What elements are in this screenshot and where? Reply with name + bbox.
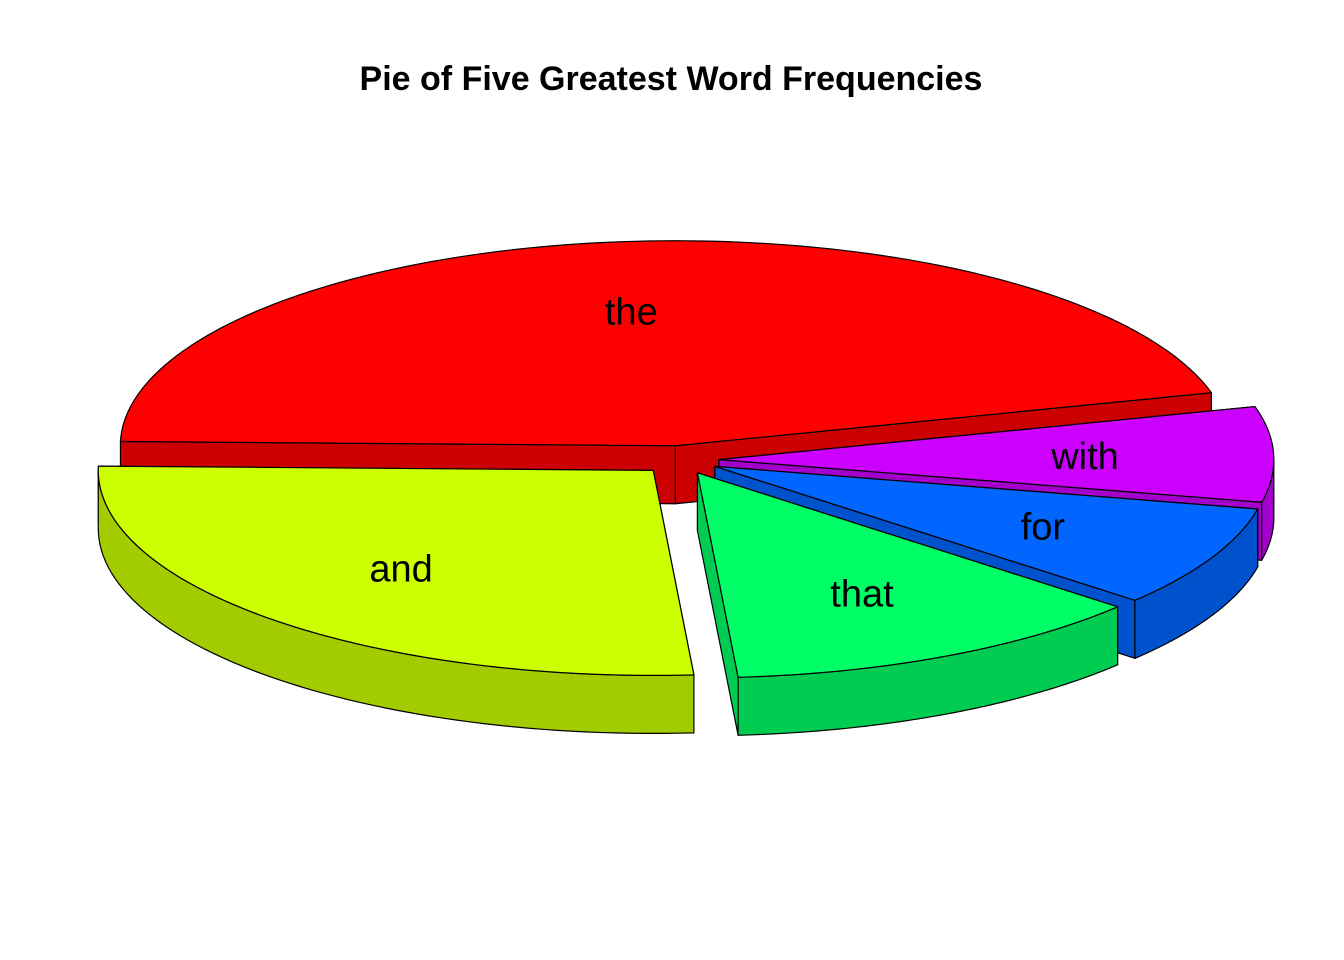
slice-label-with: with: [1050, 436, 1119, 478]
pie-labels: the and that for with: [369, 291, 1118, 615]
slice-label-the: the: [605, 291, 658, 333]
pie-slice-the: [119, 240, 1213, 447]
slice-label-that: that: [830, 574, 894, 616]
chart-title: Pie of Five Greatest Word Frequencies: [360, 60, 983, 98]
pie-slice-that: [696, 472, 1119, 678]
slice-label-and: and: [369, 549, 432, 591]
slice-label-for: for: [1021, 507, 1066, 549]
pie-tops: [97, 240, 1275, 678]
pie-slice-and: [97, 465, 695, 677]
pie-slice-with: [718, 405, 1275, 503]
pie-slice-for: [714, 465, 1259, 601]
